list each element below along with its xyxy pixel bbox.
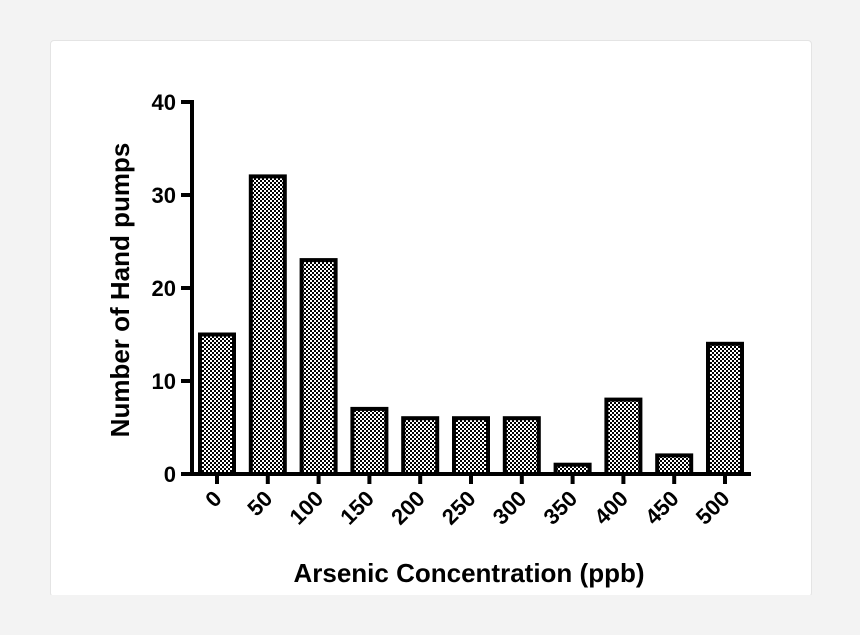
x-tick-label: 150 <box>335 486 379 530</box>
x-ticks-group: 0 50 100 150 200 250 300 350 400 450 500 <box>200 474 735 530</box>
chart-card <box>50 40 812 597</box>
x-tick-label: 100 <box>284 486 328 530</box>
bar-450 <box>655 453 694 476</box>
x-tick-label: 350 <box>538 486 582 530</box>
x-tick-label: 200 <box>386 486 430 530</box>
x-axis-title: Arsenic Concentration (ppb) <box>293 558 644 588</box>
bar-200 <box>401 416 440 477</box>
x-tick-label: 300 <box>488 486 532 530</box>
bar-500 <box>706 341 744 476</box>
bar-100 <box>299 258 338 476</box>
y-tick-label: 30 <box>152 183 176 208</box>
x-tick-label: 450 <box>640 486 684 530</box>
bars-group <box>198 174 744 477</box>
y-axis-title: Number of Hand pumps <box>105 143 135 438</box>
bar-300 <box>502 416 541 477</box>
x-tick-label: 500 <box>691 486 735 530</box>
x-tick-label: 250 <box>437 486 481 530</box>
bar-250 <box>452 416 490 477</box>
bar-400 <box>604 397 643 477</box>
x-tick-label: 0 <box>200 486 226 512</box>
y-tick-label: 20 <box>152 276 176 301</box>
bar-150 <box>350 406 389 476</box>
bar-50 <box>248 174 287 476</box>
y-tick-label: 10 <box>152 369 176 394</box>
bottom-band <box>0 595 860 635</box>
y-tick-label: 40 <box>152 90 176 115</box>
bar-0 <box>198 332 236 476</box>
x-tick-label: 50 <box>242 486 277 521</box>
x-tick-label: 400 <box>589 486 633 530</box>
y-tick-label: 0 <box>164 462 176 487</box>
y-ticks-group: 0 10 20 30 40 <box>152 90 192 487</box>
